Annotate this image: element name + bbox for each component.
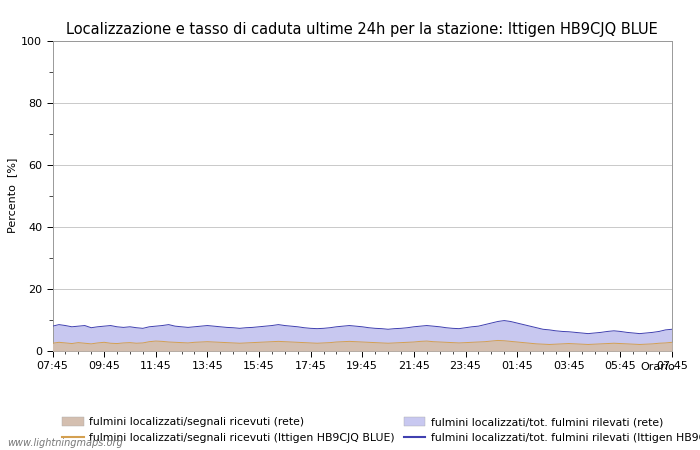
Legend: fulmini localizzati/segnali ricevuti (rete), fulmini localizzati/segnali ricevut: fulmini localizzati/segnali ricevuti (re… xyxy=(58,412,700,447)
Text: Orario: Orario xyxy=(640,362,676,372)
Title: Localizzazione e tasso di caduta ultime 24h per la stazione: Ittigen HB9CJQ BLUE: Localizzazione e tasso di caduta ultime … xyxy=(66,22,658,36)
Text: www.lightningmaps.org: www.lightningmaps.org xyxy=(7,438,122,448)
Y-axis label: Percento  [%]: Percento [%] xyxy=(7,158,17,234)
